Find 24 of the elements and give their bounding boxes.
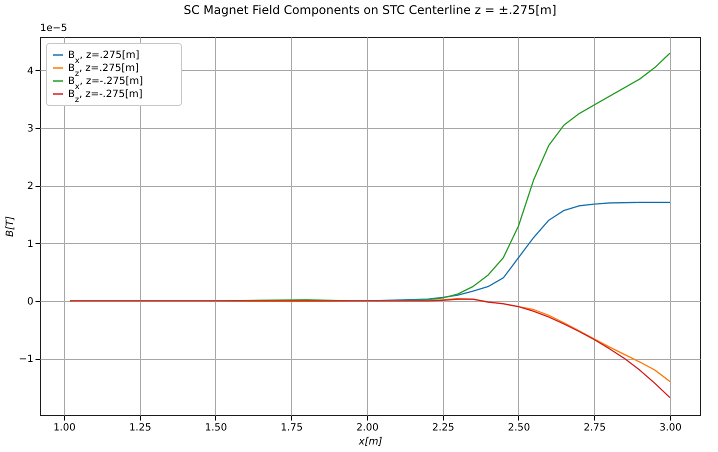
x-tick-label: 1.25 bbox=[129, 422, 152, 434]
y-tick-label: −1 bbox=[18, 354, 34, 366]
x-tick-label: 2.25 bbox=[432, 422, 454, 434]
x-tick-label: 1.00 bbox=[53, 422, 76, 434]
x-tick-label: 3.00 bbox=[659, 422, 682, 434]
x-tick-label: 2.75 bbox=[584, 422, 606, 434]
y-tick-label: 1 bbox=[27, 238, 34, 250]
x-tick-label: 1.75 bbox=[280, 422, 303, 434]
x-tick-label: 1.50 bbox=[204, 422, 228, 434]
y-axis-title: B[T] bbox=[4, 216, 16, 237]
legend-label: B$_{x}$, z=-.275[m] bbox=[68, 76, 144, 90]
x-axis-title: x[m] bbox=[358, 436, 382, 448]
x-tick-label: 2.50 bbox=[508, 422, 530, 434]
text: 1e−5 bbox=[40, 23, 68, 34]
legend-label: B$_{x}$, z=.275[m] bbox=[68, 50, 140, 64]
y-tick-label: 3 bbox=[27, 124, 34, 135]
legend-label: B$_{z}$, z=-.275[m] bbox=[68, 89, 143, 104]
line-series bbox=[69, 298, 671, 398]
legend-label: B$_{z}$, z=.275[m] bbox=[68, 63, 139, 78]
x-tick-label: 2.00 bbox=[356, 422, 379, 434]
chart-title: SC Magnet Field Components on STC Centerline z = ±.275[m] bbox=[184, 3, 556, 17]
y-tick-label: 4 bbox=[27, 66, 34, 77]
y-tick-label: 0 bbox=[27, 296, 34, 308]
y-tick-label: 2 bbox=[27, 181, 34, 192]
